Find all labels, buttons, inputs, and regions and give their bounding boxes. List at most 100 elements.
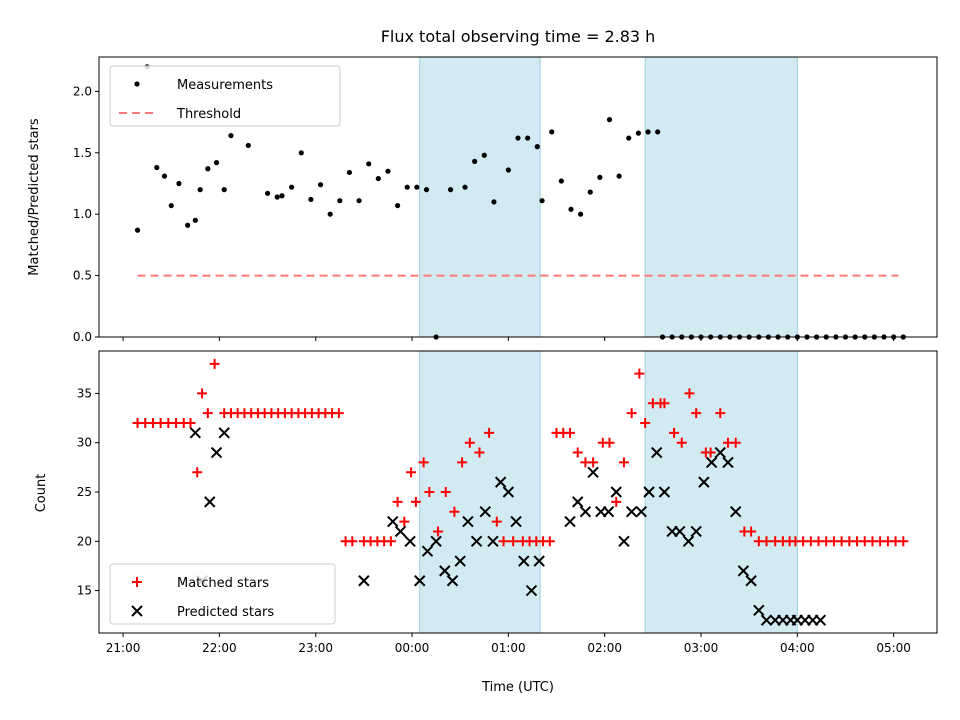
data-point — [404, 184, 410, 190]
data-point — [745, 575, 757, 587]
data-point — [618, 457, 629, 468]
data-point — [634, 368, 645, 379]
data-point — [454, 555, 466, 567]
top-y-axis-label: Matched/Predicted stars — [27, 118, 42, 276]
data-point — [209, 358, 220, 369]
data-point — [189, 427, 202, 439]
y-tick-label: 0.5 — [73, 269, 92, 283]
data-point — [606, 117, 613, 123]
x-axis-label: Time (UTC) — [481, 680, 554, 695]
top-chart-panel: 0.0 0.5 1.0 1.5 2.0 Flux total observing tim… — [27, 27, 938, 344]
data-point — [597, 174, 603, 180]
data-point — [814, 614, 827, 626]
data-point — [185, 417, 196, 428]
x-tick-label: 03:00 — [684, 641, 719, 655]
data-point — [245, 142, 251, 149]
data-point — [337, 198, 343, 204]
data-point — [161, 173, 168, 179]
data-point — [676, 437, 687, 448]
x-tick-label: 23:00 — [298, 641, 333, 655]
legend-label: Measurements — [177, 78, 273, 93]
data-point — [760, 614, 773, 626]
x-tick-label: 04:00 — [780, 641, 815, 655]
bottom-y-axis-label: Count — [34, 474, 49, 513]
data-point — [464, 437, 475, 448]
data-point — [729, 506, 742, 518]
data-point — [205, 166, 211, 172]
x-tick-label: 01:00 — [491, 641, 526, 655]
data-point — [518, 555, 530, 567]
chart-title: Flux total observing time = 2.83 h — [381, 27, 656, 46]
data-point — [698, 476, 710, 488]
data-point — [264, 190, 271, 196]
y-tick-label: 30 — [77, 436, 92, 450]
data-point — [722, 456, 734, 469]
data-point — [333, 408, 344, 419]
data-point — [462, 515, 474, 528]
data-point — [715, 408, 726, 419]
data-point — [640, 417, 651, 428]
data-point — [491, 199, 497, 205]
legend-swatch — [131, 605, 143, 617]
data-point — [392, 496, 403, 507]
data-point — [746, 526, 757, 537]
data-point — [423, 187, 430, 193]
data-point — [197, 187, 203, 193]
data-point — [544, 536, 555, 547]
data-point — [418, 457, 429, 468]
data-point — [505, 167, 511, 173]
data-point — [691, 408, 702, 419]
data-point — [753, 604, 765, 617]
data-point — [533, 555, 545, 567]
legend-box — [109, 563, 336, 625]
y-tick-label: 1.0 — [73, 207, 92, 221]
data-point — [534, 144, 540, 150]
data-point — [192, 217, 198, 223]
data-point — [737, 565, 750, 577]
data-point — [289, 184, 295, 190]
data-point — [346, 169, 353, 176]
shaded-interval-0 — [419, 350, 541, 634]
data-point — [705, 447, 716, 458]
data-point — [549, 129, 555, 135]
data-point — [404, 535, 416, 548]
shaded-interval-1 — [644, 350, 798, 634]
data-point — [479, 506, 491, 518]
data-point — [394, 202, 401, 209]
data-point — [424, 487, 435, 497]
data-point — [308, 196, 314, 203]
data-point — [472, 158, 478, 164]
data-point — [610, 486, 622, 498]
bottom-y-ticks: 15 20 25 30 35 — [77, 386, 99, 598]
data-point — [410, 496, 421, 507]
data-point — [626, 135, 632, 141]
data-point — [655, 129, 661, 135]
data-point — [587, 466, 599, 478]
data-point — [650, 446, 663, 459]
shaded-interval-1 — [644, 56, 798, 338]
data-point — [578, 211, 584, 217]
data-point — [587, 189, 593, 195]
data-point — [387, 515, 399, 528]
data-point — [430, 535, 442, 548]
data-point — [358, 575, 370, 587]
data-point — [588, 457, 599, 468]
data-point — [394, 525, 407, 538]
data-point — [494, 476, 507, 488]
data-point — [682, 535, 695, 548]
data-point — [474, 447, 485, 458]
data-point — [274, 194, 280, 200]
top-legend: Measurements Threshold — [109, 65, 341, 127]
data-point — [510, 515, 522, 528]
top-axes-frame — [98, 56, 938, 338]
data-point — [643, 486, 655, 498]
data-point — [375, 175, 381, 182]
data-point — [626, 408, 637, 419]
data-point — [218, 427, 230, 439]
x-tick-label: 05:00 — [876, 641, 911, 655]
data-point — [204, 496, 216, 508]
legend-swatch — [132, 577, 142, 587]
data-point — [202, 408, 213, 419]
observing-window-shades — [419, 56, 798, 338]
